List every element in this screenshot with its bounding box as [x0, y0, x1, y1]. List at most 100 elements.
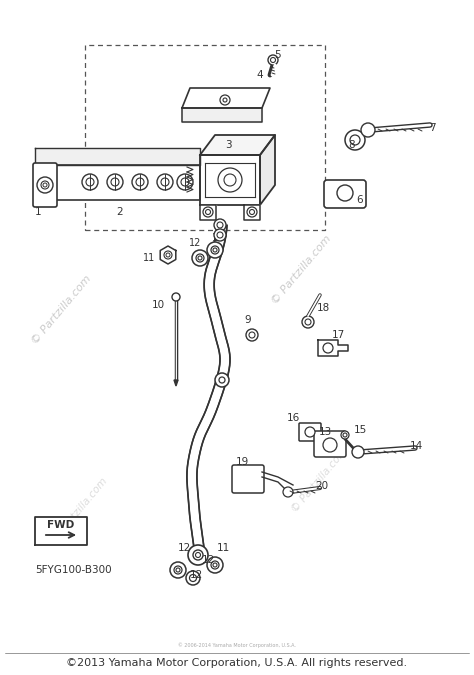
- Circle shape: [195, 553, 201, 558]
- Circle shape: [107, 174, 123, 190]
- Circle shape: [249, 332, 255, 338]
- Circle shape: [136, 178, 144, 186]
- Circle shape: [219, 377, 225, 383]
- Circle shape: [192, 250, 208, 266]
- Polygon shape: [35, 148, 200, 165]
- FancyBboxPatch shape: [314, 431, 346, 457]
- Circle shape: [111, 178, 119, 186]
- Text: 13: 13: [319, 427, 332, 437]
- Circle shape: [41, 181, 49, 189]
- Circle shape: [341, 431, 349, 439]
- Text: 19: 19: [236, 457, 249, 467]
- Circle shape: [206, 209, 210, 215]
- Text: 5: 5: [275, 50, 281, 60]
- Text: 11: 11: [216, 543, 229, 553]
- Text: 5FYG100-B300: 5FYG100-B300: [35, 565, 111, 575]
- Circle shape: [302, 316, 314, 328]
- Polygon shape: [174, 380, 178, 386]
- Text: 2: 2: [117, 207, 123, 217]
- Circle shape: [220, 95, 230, 105]
- Text: © Partzilla.com: © Partzilla.com: [50, 476, 109, 544]
- Polygon shape: [182, 88, 270, 108]
- Text: 12: 12: [189, 238, 201, 248]
- Text: © Partzilla.com: © Partzilla.com: [290, 446, 349, 514]
- Circle shape: [176, 568, 180, 572]
- Text: 4: 4: [257, 70, 264, 80]
- Text: © 2006-2014 Yamaha Motor Corporation, U.S.A.: © 2006-2014 Yamaha Motor Corporation, U.…: [178, 642, 296, 648]
- Circle shape: [193, 550, 203, 560]
- Polygon shape: [35, 165, 200, 200]
- Circle shape: [223, 98, 227, 102]
- Circle shape: [37, 177, 53, 193]
- Text: 10: 10: [152, 300, 165, 310]
- Circle shape: [305, 319, 311, 325]
- Text: 7: 7: [428, 123, 435, 133]
- Circle shape: [203, 207, 213, 217]
- Text: 8: 8: [349, 140, 356, 150]
- Circle shape: [271, 57, 275, 63]
- Circle shape: [207, 242, 223, 258]
- Circle shape: [343, 433, 347, 437]
- Text: 3: 3: [225, 140, 231, 150]
- Circle shape: [323, 343, 333, 353]
- Polygon shape: [160, 246, 176, 264]
- Circle shape: [214, 229, 226, 241]
- Circle shape: [211, 246, 219, 254]
- Circle shape: [213, 563, 217, 567]
- Circle shape: [198, 256, 202, 260]
- Circle shape: [224, 174, 236, 186]
- Polygon shape: [200, 155, 260, 205]
- Text: 12: 12: [202, 555, 215, 565]
- Text: 14: 14: [410, 441, 423, 451]
- Circle shape: [350, 135, 360, 145]
- Circle shape: [186, 571, 200, 585]
- Polygon shape: [200, 205, 216, 220]
- Text: 9: 9: [245, 315, 251, 325]
- Text: FWD: FWD: [47, 520, 74, 530]
- Circle shape: [164, 251, 172, 259]
- Circle shape: [218, 168, 242, 192]
- Text: 16: 16: [287, 413, 300, 423]
- Text: ©2013 Yamaha Motor Corporation, U.S.A. All rights reserved.: ©2013 Yamaha Motor Corporation, U.S.A. A…: [66, 658, 408, 668]
- Text: 20: 20: [315, 481, 328, 491]
- Circle shape: [211, 561, 219, 569]
- Circle shape: [188, 545, 208, 565]
- Text: 12: 12: [212, 233, 224, 243]
- Text: © Partzilla.com: © Partzilla.com: [270, 234, 333, 306]
- Circle shape: [166, 253, 170, 257]
- Text: 1: 1: [35, 207, 42, 217]
- Text: 12: 12: [177, 543, 191, 553]
- Circle shape: [86, 178, 94, 186]
- Circle shape: [247, 207, 257, 217]
- Circle shape: [177, 174, 193, 190]
- Circle shape: [157, 174, 173, 190]
- Circle shape: [268, 55, 278, 65]
- Polygon shape: [260, 135, 275, 205]
- FancyBboxPatch shape: [232, 465, 264, 493]
- Polygon shape: [244, 205, 260, 220]
- Polygon shape: [200, 135, 275, 155]
- Text: 11: 11: [143, 253, 155, 263]
- Circle shape: [215, 373, 229, 387]
- FancyBboxPatch shape: [299, 423, 321, 441]
- Circle shape: [207, 557, 223, 573]
- Circle shape: [283, 487, 293, 497]
- Circle shape: [170, 562, 186, 578]
- Circle shape: [161, 178, 169, 186]
- Circle shape: [213, 248, 217, 252]
- Circle shape: [174, 566, 182, 574]
- Circle shape: [172, 293, 180, 301]
- Text: 18: 18: [316, 303, 329, 313]
- Circle shape: [196, 254, 204, 262]
- Polygon shape: [182, 108, 262, 122]
- Circle shape: [217, 232, 223, 238]
- Circle shape: [214, 219, 226, 231]
- Text: 15: 15: [354, 425, 366, 435]
- Circle shape: [181, 178, 189, 186]
- Circle shape: [249, 209, 255, 215]
- Circle shape: [190, 574, 197, 581]
- Circle shape: [323, 438, 337, 452]
- Circle shape: [82, 174, 98, 190]
- Circle shape: [345, 130, 365, 150]
- Circle shape: [132, 174, 148, 190]
